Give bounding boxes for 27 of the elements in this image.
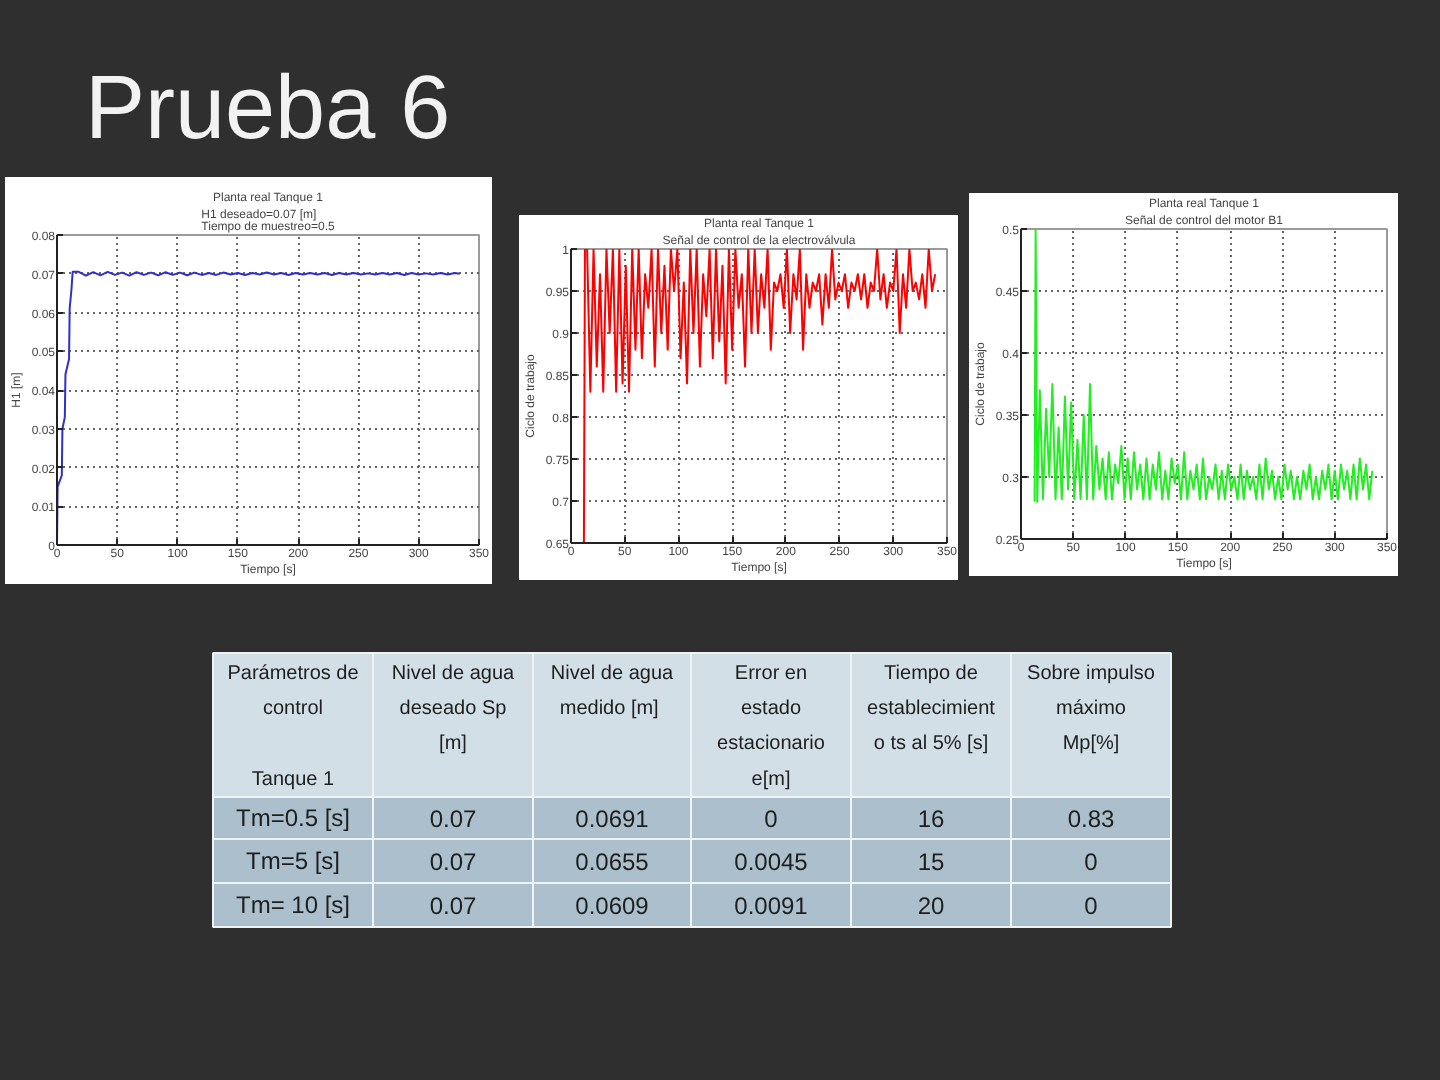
category-label: Nivel de agua deseado Sp [m]: [391, 663, 516, 756]
text: 0.0045: [734, 848, 808, 876]
category-label: Sobre impulso máximo Mp[%]: [1027, 663, 1156, 756]
category-label: Nivel de agua medido [m]: [550, 663, 675, 721]
text: 0.07: [429, 848, 477, 876]
text: Parámetros de control Tanque 1: [227, 663, 359, 791]
text: 0.0091: [734, 892, 808, 920]
category-label: Tm=5 [s]: [245, 847, 341, 875]
text: Prueba 6: [85, 56, 451, 158]
category-label: Error en estado estacionario e[m]: [717, 663, 826, 791]
text: 0.07: [429, 805, 477, 833]
category-label: Tm= 10 [s]: [235, 891, 351, 919]
text: 0.0609: [575, 892, 649, 920]
text: 0.07: [429, 892, 477, 920]
category-label: Tm=0.5 [s]: [235, 804, 351, 832]
text: 15: [917, 848, 945, 876]
text: 0: [1084, 848, 1098, 876]
text: 0: [764, 805, 778, 833]
text: 16: [917, 805, 945, 833]
line-series: [582, 249, 937, 543]
text: 0.83: [1067, 805, 1115, 833]
category-label: Tiempo de establecimient o ts al 5% [s]: [867, 663, 996, 756]
text: 20: [917, 892, 945, 920]
text: 0.0691: [575, 805, 649, 833]
line-series: [1033, 229, 1374, 503]
text: 0.0655: [575, 848, 649, 876]
text: 0: [1084, 892, 1098, 920]
